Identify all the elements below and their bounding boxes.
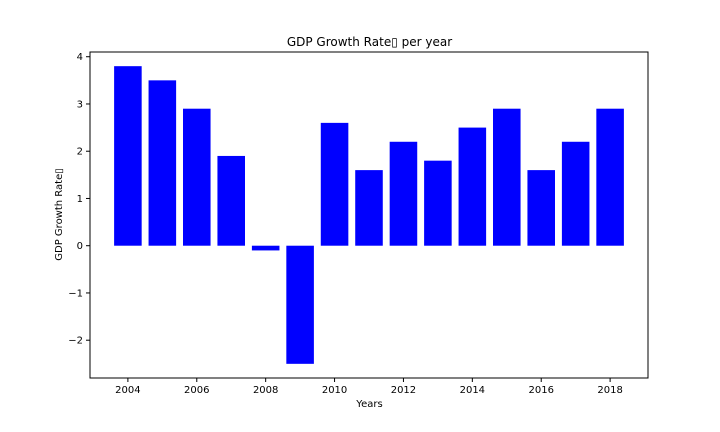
bar-2005 <box>148 80 177 246</box>
x-tick-label-2012: 2012 <box>391 385 416 396</box>
x-tick-label-2008: 2008 <box>253 385 278 396</box>
bar-2015 <box>493 108 521 246</box>
x-tick-label-2018: 2018 <box>597 385 622 396</box>
y-tick-label-0: 0 <box>77 241 83 252</box>
y-tick-label-2: 2 <box>77 147 83 158</box>
bar-2016 <box>527 170 555 246</box>
chart-title: GDP Growth Rate▯ per year <box>287 35 452 49</box>
y-tick-label-3: 3 <box>77 99 83 110</box>
bar-2004 <box>114 66 142 246</box>
bar-2009 <box>286 245 314 364</box>
y-tick-label-1: 1 <box>77 194 83 205</box>
plot-area: 2004 2006 2008 2010 2012 2014 2016 2018 −2 −1 0 1 2 3… <box>68 51 649 396</box>
bar-2014 <box>458 127 487 246</box>
y-axis-label: GDP Growth Rate▯ <box>54 168 65 260</box>
x-tick-label-2014: 2014 <box>460 385 485 396</box>
bar-2008 <box>251 245 280 251</box>
x-axis-label: Years <box>355 399 382 410</box>
y-tick-label--2: −2 <box>68 336 83 347</box>
x-tick-label-2004: 2004 <box>115 385 140 396</box>
x-tick-label-2016: 2016 <box>528 385 553 396</box>
bar-2013 <box>424 160 452 246</box>
y-tick-label--1: −1 <box>68 288 83 299</box>
bar-2017 <box>561 141 590 246</box>
y-tick-label-4: 4 <box>77 52 83 63</box>
bar-2011 <box>355 170 383 246</box>
bar-2007 <box>217 155 245 246</box>
bar-2006 <box>183 108 211 246</box>
bar-2018 <box>596 108 624 246</box>
bar-2012 <box>389 141 418 246</box>
x-tick-label-2006: 2006 <box>184 385 209 396</box>
plot-frame <box>89 51 649 379</box>
bar-2010 <box>320 122 349 246</box>
x-tick-label-2010: 2010 <box>322 385 347 396</box>
